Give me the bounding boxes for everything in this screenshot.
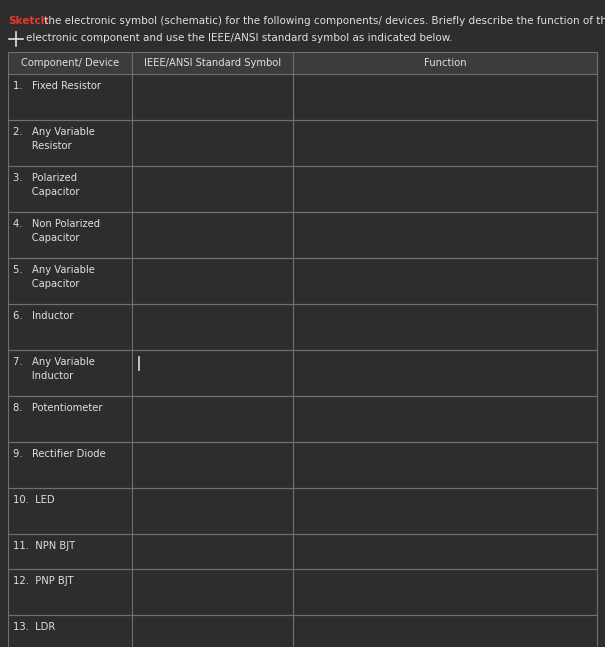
Bar [8, 166, 597, 212]
Text: 12.  PNP BJT: 12. PNP BJT [13, 576, 74, 586]
Text: 3.   Polarized
      Capacitor: 3. Polarized Capacitor [13, 173, 79, 197]
Text: Sketch: Sketch [8, 16, 48, 26]
Text: 13.  LDR: 13. LDR [13, 622, 55, 632]
Bar [8, 569, 597, 615]
Text: 9.   Rectifier Diode: 9. Rectifier Diode [13, 449, 106, 459]
Bar [8, 534, 597, 569]
Bar [8, 52, 597, 74]
Text: 10.  LED: 10. LED [13, 495, 54, 505]
Text: electronic component and use the IEEE/ANSI standard symbol as indicated below.: electronic component and use the IEEE/AN… [26, 33, 453, 43]
Text: 8.   Potentiometer: 8. Potentiometer [13, 403, 102, 413]
Bar [8, 442, 597, 488]
Text: Component/ Device: Component/ Device [21, 58, 119, 68]
Bar [8, 396, 597, 442]
Bar [8, 74, 597, 120]
Text: 5.   Any Variable
      Capacitor: 5. Any Variable Capacitor [13, 265, 95, 289]
Text: 2.   Any Variable
      Resistor: 2. Any Variable Resistor [13, 127, 95, 151]
Text: 7.   Any Variable
      Inductor: 7. Any Variable Inductor [13, 357, 95, 381]
Text: 1.   Fixed Resistor: 1. Fixed Resistor [13, 81, 101, 91]
Text: Function: Function [424, 58, 466, 68]
Text: IEEE/ANSI Standard Symbol: IEEE/ANSI Standard Symbol [144, 58, 281, 68]
Bar [8, 488, 597, 534]
Bar [8, 258, 597, 304]
Bar [8, 350, 597, 396]
Text: the electronic symbol (schematic) for the following components/ devices. Briefly: the electronic symbol (schematic) for th… [41, 16, 605, 26]
Text: 4.   Non Polarized
      Capacitor: 4. Non Polarized Capacitor [13, 219, 100, 243]
Bar [8, 120, 597, 166]
Bar [8, 304, 597, 350]
Bar [8, 615, 597, 647]
Bar [8, 212, 597, 258]
Text: 6.   Inductor: 6. Inductor [13, 311, 73, 321]
Text: 11.  NPN BJT: 11. NPN BJT [13, 541, 75, 551]
